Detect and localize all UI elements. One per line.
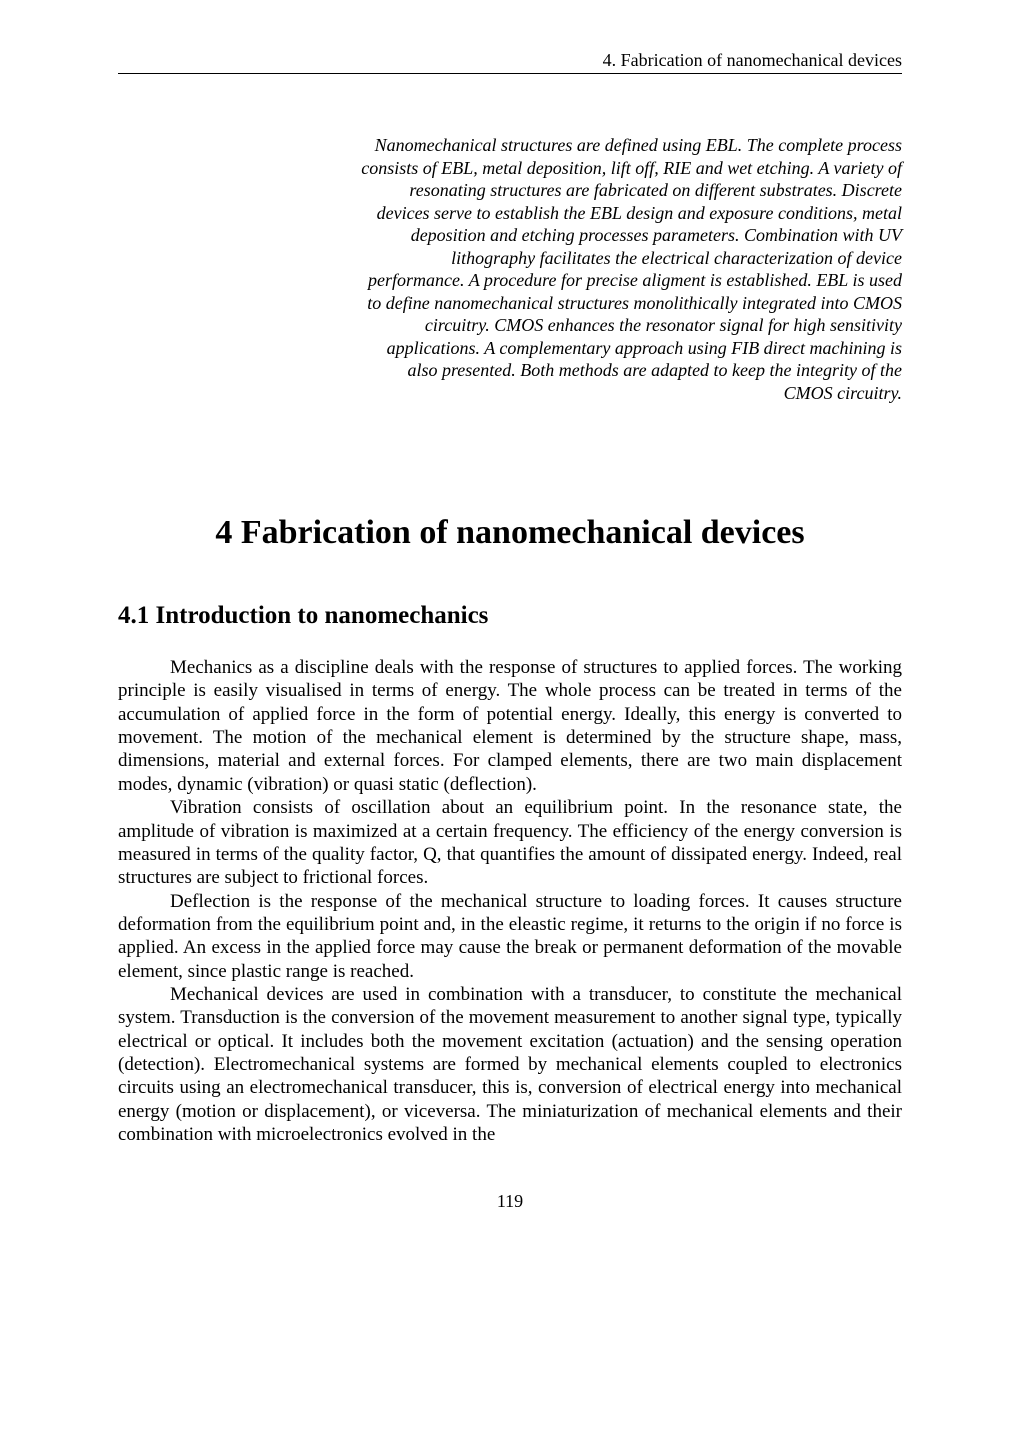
body-paragraph: Mechanical devices are used in combinati…	[118, 983, 902, 1147]
abstract-text: Nanomechanical structures are defined us…	[358, 134, 902, 404]
body-paragraph: Mechanics as a discipline deals with the…	[118, 656, 902, 796]
chapter-title: 4 Fabrication of nanomechanical devices	[118, 514, 902, 552]
body-paragraph: Deflection is the response of the mechan…	[118, 890, 902, 983]
running-head: 4. Fabrication of nanomechanical devices	[118, 50, 902, 74]
section-title: 4.1 Introduction to nanomechanics	[118, 602, 902, 630]
page: 4. Fabrication of nanomechanical devices…	[0, 0, 1020, 1272]
body-paragraph: Vibration consists of oscillation about …	[118, 796, 902, 889]
page-number: 119	[118, 1191, 902, 1212]
